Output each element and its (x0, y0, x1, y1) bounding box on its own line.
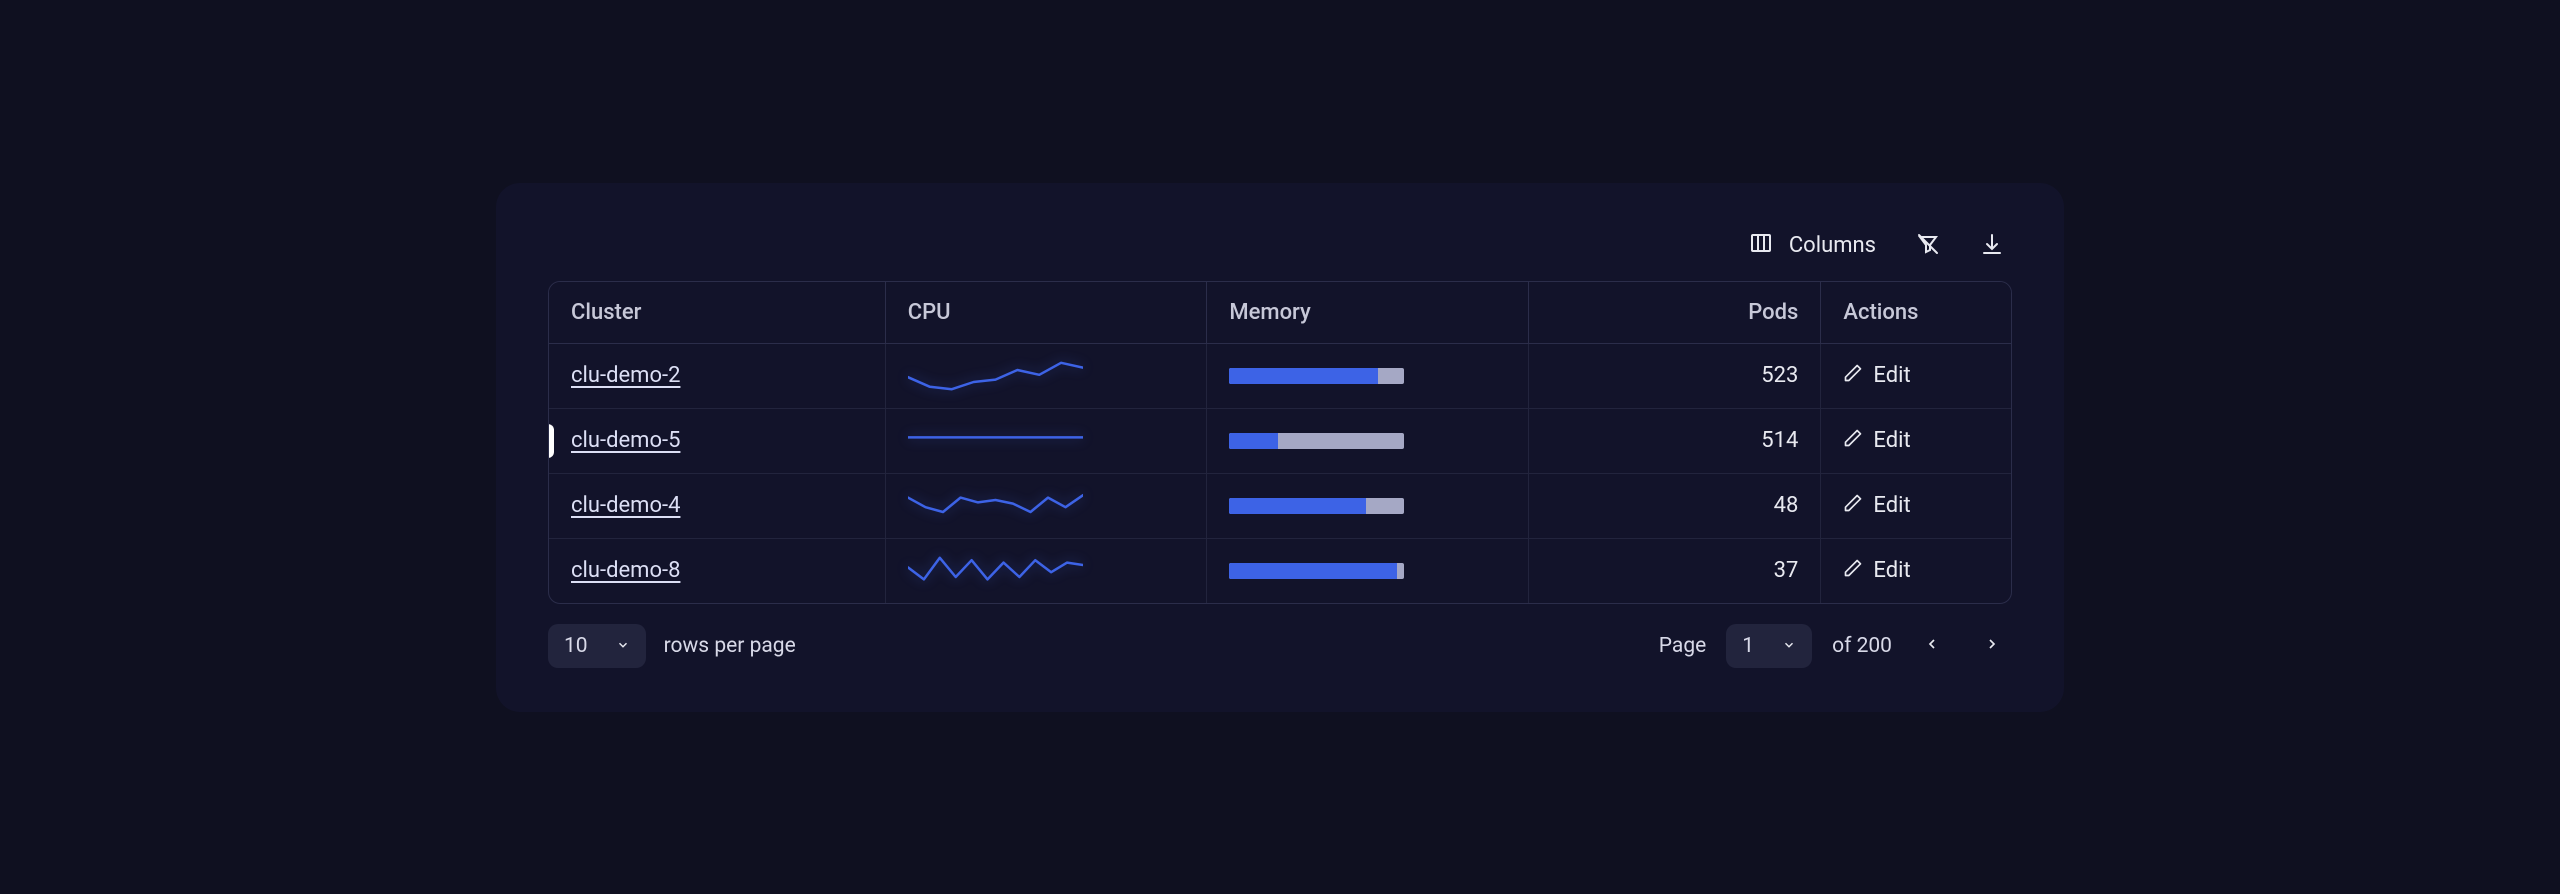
current-page: 1 (1742, 634, 1754, 658)
memory-cell (1207, 343, 1529, 408)
table-row: clu-demo-8 37 Edit (549, 538, 2011, 603)
memory-cell (1207, 538, 1529, 603)
edit-button[interactable]: Edit (1843, 558, 1910, 584)
memory-bar (1229, 498, 1404, 514)
chevron-left-icon (1924, 634, 1940, 658)
download-button[interactable] (1980, 232, 2004, 260)
memory-cell (1207, 473, 1529, 538)
col-header-cpu[interactable]: CPU (885, 282, 1207, 344)
edit-label: Edit (1873, 363, 1910, 388)
pencil-icon (1843, 363, 1863, 389)
table-toolbar: Columns (548, 231, 2012, 261)
cluster-table: Cluster CPU Memory Pods Actions clu-demo… (548, 281, 2012, 604)
cpu-cell (885, 538, 1207, 603)
cpu-cell (885, 408, 1207, 473)
cpu-cell (885, 473, 1207, 538)
memory-cell (1207, 408, 1529, 473)
columns-button[interactable]: Columns (1749, 231, 1876, 261)
chevron-right-icon (1984, 634, 2000, 658)
edit-label: Edit (1873, 493, 1910, 518)
cluster-link[interactable]: clu-demo-2 (571, 363, 680, 388)
table-row: clu-demo-4 48 Edit (549, 473, 2011, 538)
chevron-down-icon (616, 634, 630, 658)
filter-off-icon (1916, 232, 1940, 260)
page-select[interactable]: 1 (1726, 624, 1812, 668)
pods-value: 48 (1529, 473, 1821, 538)
pods-value: 514 (1529, 408, 1821, 473)
pods-value: 37 (1529, 538, 1821, 603)
edit-button[interactable]: Edit (1843, 493, 1910, 519)
col-header-actions: Actions (1821, 282, 2011, 344)
page-label: Page (1659, 634, 1707, 658)
prev-page-button[interactable] (1912, 626, 1952, 666)
cpu-sparkline (908, 488, 1083, 524)
cpu-sparkline (908, 423, 1083, 459)
memory-bar (1229, 368, 1404, 384)
pagination-bar: 10 rows per page Page 1 of 200 (548, 624, 2012, 668)
filter-off-button[interactable] (1916, 232, 1940, 260)
cpu-sparkline (908, 553, 1083, 589)
columns-icon (1749, 231, 1773, 261)
cluster-panel: Columns Cluster CPU Memory Pods Actions (496, 183, 2064, 712)
columns-label: Columns (1789, 233, 1876, 258)
table-row: clu-demo-2 523 Edit (549, 343, 2011, 408)
table-row: clu-demo-5 514 Edit (549, 408, 2011, 473)
edit-label: Edit (1873, 558, 1910, 583)
cluster-link[interactable]: clu-demo-5 (571, 428, 680, 453)
download-icon (1980, 232, 2004, 260)
col-header-pods[interactable]: Pods (1529, 282, 1821, 344)
chevron-down-icon (1782, 634, 1796, 658)
memory-bar (1229, 563, 1404, 579)
cpu-sparkline (908, 358, 1083, 394)
edit-button[interactable]: Edit (1843, 428, 1910, 454)
cluster-link[interactable]: clu-demo-8 (571, 558, 680, 583)
rows-per-page-select[interactable]: 10 (548, 624, 646, 668)
next-page-button[interactable] (1972, 626, 2012, 666)
table-header-row: Cluster CPU Memory Pods Actions (549, 282, 2011, 344)
memory-bar (1229, 433, 1404, 449)
edit-label: Edit (1873, 428, 1910, 453)
cluster-link[interactable]: clu-demo-4 (571, 493, 680, 518)
edit-button[interactable]: Edit (1843, 363, 1910, 389)
pencil-icon (1843, 558, 1863, 584)
of-total-label: of 200 (1832, 634, 1892, 658)
pencil-icon (1843, 428, 1863, 454)
col-header-cluster[interactable]: Cluster (549, 282, 885, 344)
pencil-icon (1843, 493, 1863, 519)
rows-per-page-value: 10 (564, 634, 588, 658)
pods-value: 523 (1529, 343, 1821, 408)
col-header-memory[interactable]: Memory (1207, 282, 1529, 344)
rows-per-page-label: rows per page (664, 634, 796, 658)
cpu-cell (885, 343, 1207, 408)
